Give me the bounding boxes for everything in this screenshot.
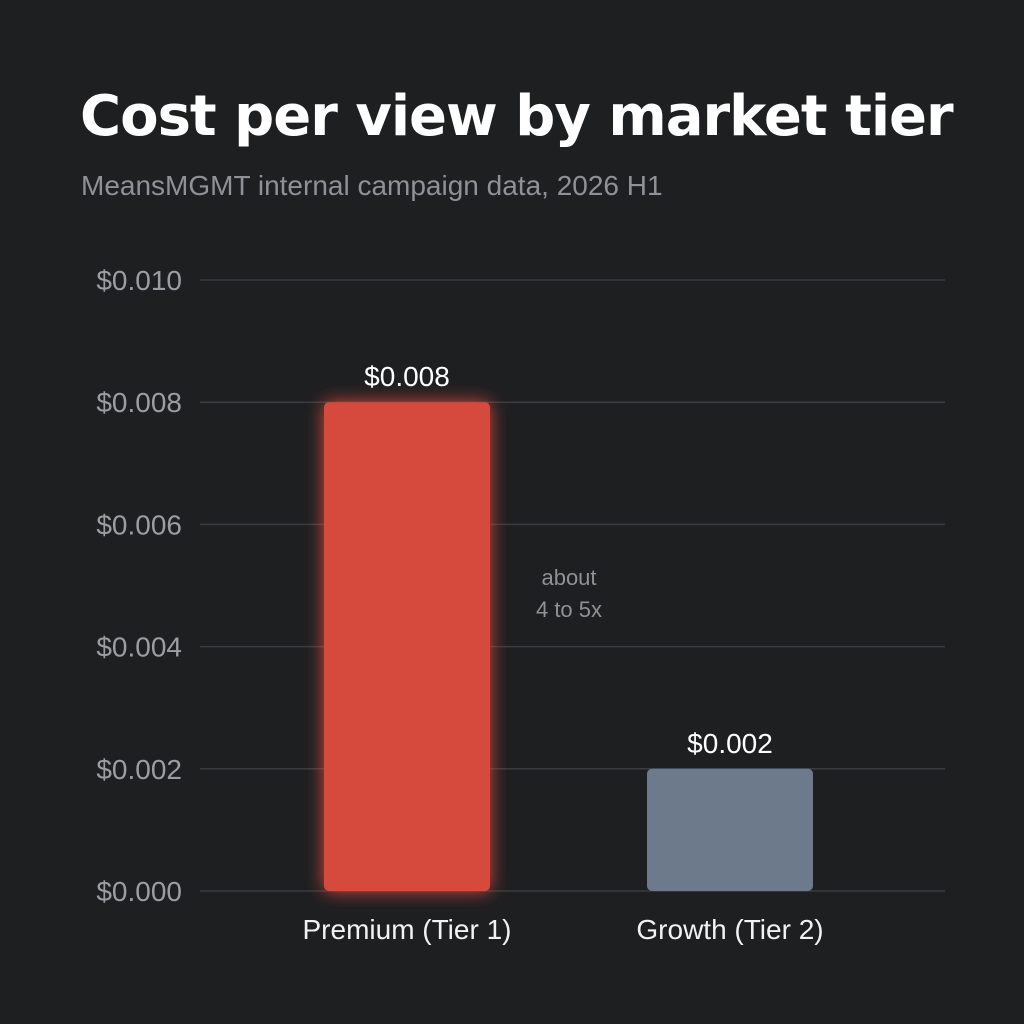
category-label: Premium (Tier 1) [303, 914, 512, 945]
ratio-annotation: about 4 to 5x [536, 565, 602, 622]
annotation-line: about [541, 565, 596, 590]
y-tick-label: $0.006 [96, 509, 182, 540]
annotation-line: 4 to 5x [536, 597, 602, 622]
bars [324, 402, 813, 891]
y-tick-label: $0.008 [96, 387, 182, 418]
bar-value-label: $0.002 [687, 728, 773, 759]
chart-subtitle: MeansMGMT internal campaign data, 2026 H… [81, 170, 663, 201]
y-tick-label: $0.010 [96, 265, 182, 296]
y-tick-label: $0.004 [96, 632, 182, 663]
y-axis-ticks: $0.000 $0.002 $0.004 $0.006 $0.008 $0.010 [96, 265, 182, 907]
bar-premium-tier-1 [324, 402, 490, 891]
gridlines [200, 279, 945, 892]
chart-title: Cost per view by market tier [80, 84, 954, 149]
bar-growth-tier-2 [647, 768, 813, 891]
bar-value-label: $0.008 [364, 361, 450, 392]
category-label: Growth (Tier 2) [636, 914, 823, 945]
y-tick-label: $0.000 [96, 876, 182, 907]
value-labels: $0.008 $0.002 [364, 361, 773, 759]
y-tick-label: $0.002 [96, 754, 182, 785]
category-labels: Premium (Tier 1) Growth (Tier 2) [303, 914, 824, 945]
